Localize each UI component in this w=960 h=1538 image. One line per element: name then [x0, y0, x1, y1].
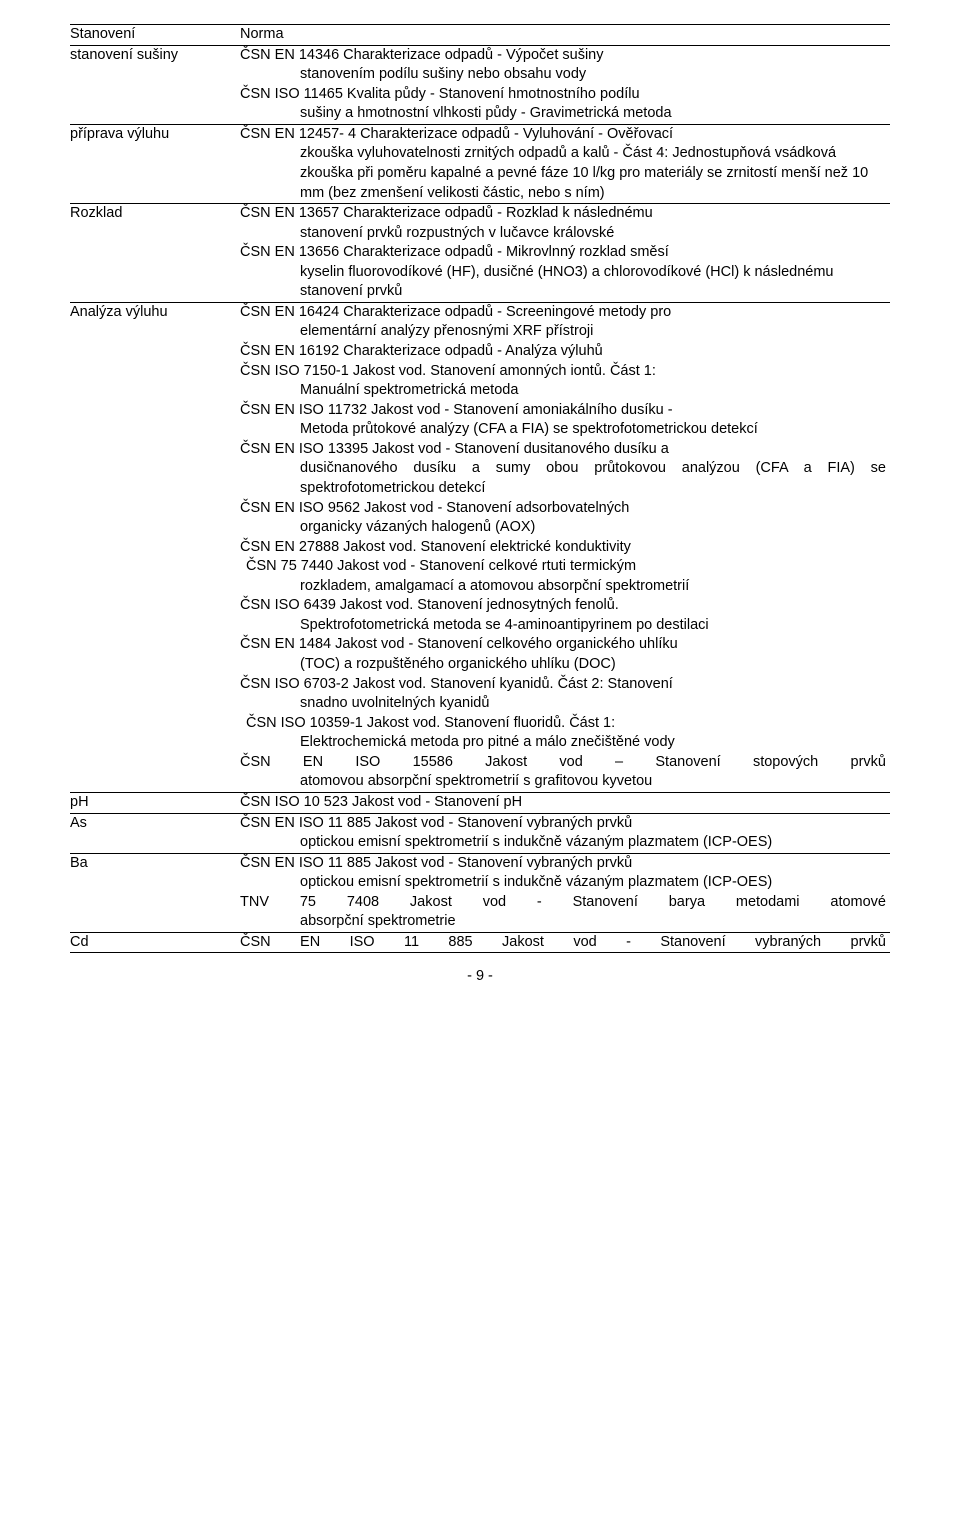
norm-continuation: rozkladem, amalgamací a atomovou absorpč…: [240, 577, 886, 597]
norm-block: ČSN EN 27888 Jakost vod. Stanovení elekt…: [240, 538, 886, 558]
norm-block: ČSN EN ISO 9562 Jakost vod - Stanovení a…: [240, 499, 886, 538]
page-number: - 9 -: [70, 967, 890, 987]
norm-continuation: optickou emisní spektrometrií s indukčně…: [240, 873, 886, 893]
norm-block: ČSN ISO 6703-2 Jakost vod. Stanovení kya…: [240, 675, 886, 714]
row-norms-cell: ČSN EN 13657 Charakterizace odpadů - Roz…: [240, 204, 890, 303]
norm-block: TNV 75 7408 Jakost vod - Stanovení barya…: [240, 893, 886, 932]
norm-continuation: sušiny a hmotnostní vlhkosti půdy - Grav…: [240, 104, 886, 124]
norm-first-line: TNV 75 7408 Jakost vod - Stanovení barya…: [240, 893, 886, 913]
norm-first-line: ČSN EN ISO 11 885 Jakost vod - Stanovení…: [240, 814, 886, 834]
norm-first-line: ČSN ISO 10359-1 Jakost vod. Stanovení fl…: [240, 714, 886, 734]
norm-block: ČSN EN ISO 11732 Jakost vod - Stanovení …: [240, 401, 886, 440]
norm-first-line: ČSN EN ISO 11 885 Jakost vod - Stanovení…: [240, 854, 886, 874]
norm-continuation: Spektrofotometrická metoda se 4-aminoant…: [240, 616, 886, 636]
norm-block: ČSN ISO 10359-1 Jakost vod. Stanovení fl…: [240, 714, 886, 753]
norm-continuation: organicky vázaných halogenů (AOX): [240, 518, 886, 538]
row-norms-cell: ČSN EN ISO 11 885 Jakost vod - Stanovení…: [240, 853, 890, 932]
norm-first-line: ČSN EN ISO 11732 Jakost vod - Stanovení …: [240, 401, 886, 421]
norm-block: ČSN EN ISO 11 885 Jakost vod - Stanovení…: [240, 854, 886, 893]
norm-block: ČSN EN 13656 Charakterizace odpadů - Mik…: [240, 243, 886, 302]
norm-first-line: ČSN EN 12457- 4 Charakterizace odpadů - …: [240, 125, 886, 145]
norm-continuation: kyselin fluorovodíkové (HF), dusičné (HN…: [240, 263, 886, 302]
row-norms-cell: ČSN EN 16424 Charakterizace odpadů - Scr…: [240, 302, 890, 792]
column-header-stanoveni: Stanovení: [70, 25, 240, 46]
norm-continuation: Metoda průtokové analýzy (CFA a FIA) se …: [240, 420, 886, 440]
table-header-row: StanoveníNorma: [70, 25, 890, 46]
norm-continuation: Manuální spektrometrická metoda: [240, 381, 886, 401]
norm-block: ČSN EN 16424 Charakterizace odpadů - Scr…: [240, 303, 886, 342]
norm-first-line: ČSN ISO 11465 Kvalita půdy - Stanovení h…: [240, 85, 886, 105]
document-page: StanoveníNormastanovení sušinyČSN EN 143…: [0, 0, 960, 1538]
norm-first-line: ČSN EN 16192 Charakterizace odpadů - Ana…: [240, 342, 886, 362]
norm-first-line: ČSN EN 1484 Jakost vod - Stanovení celko…: [240, 635, 886, 655]
norm-block: ČSN EN ISO 15586 Jakost vod – Stanovení …: [240, 753, 886, 792]
norm-block: ČSN ISO 6439 Jakost vod. Stanovení jedno…: [240, 596, 886, 635]
norm-first-line: ČSN EN 27888 Jakost vod. Stanovení elekt…: [240, 538, 886, 558]
norm-first-line: ČSN EN 16424 Charakterizace odpadů - Scr…: [240, 303, 886, 323]
norm-first-line: ČSN EN ISO 15586 Jakost vod – Stanovení …: [240, 753, 886, 773]
table-row: BaČSN EN ISO 11 885 Jakost vod - Stanove…: [70, 853, 890, 932]
table-row: stanovení sušinyČSN EN 14346 Charakteriz…: [70, 45, 890, 124]
row-norms-cell: ČSN EN ISO 11 885 Jakost vod - Stanovení…: [240, 932, 890, 953]
norm-continuation: stanovení prvků rozpustných v lučavce kr…: [240, 224, 886, 244]
column-header-norma: Norma: [240, 25, 890, 46]
norm-first-line: ČSN EN 13657 Charakterizace odpadů - Roz…: [240, 204, 886, 224]
norm-first-line: ČSN 75 7440 Jakost vod - Stanovení celko…: [240, 557, 886, 577]
norm-continuation: stanovením podílu sušiny nebo obsahu vod…: [240, 65, 886, 85]
standards-table: StanoveníNormastanovení sušinyČSN EN 143…: [70, 24, 890, 953]
norm-continuation: elementární analýzy přenosnými XRF příst…: [240, 322, 886, 342]
norm-continuation: snadno uvolnitelných kyanidů: [240, 694, 886, 714]
norm-block: ČSN EN 12457- 4 Charakterizace odpadů - …: [240, 125, 886, 203]
norm-continuation: Elektrochemická metoda pro pitné a málo …: [240, 733, 886, 753]
norm-block: ČSN ISO 11465 Kvalita půdy - Stanovení h…: [240, 85, 886, 124]
norm-block: ČSN EN 14346 Charakterizace odpadů - Výp…: [240, 46, 886, 85]
row-label: Cd: [70, 932, 240, 953]
norm-block: ČSN EN ISO 11 885 Jakost vod - Stanovení…: [240, 933, 886, 953]
norm-first-line: ČSN EN ISO 11 885 Jakost vod - Stanovení…: [240, 933, 886, 953]
row-label: pH: [70, 792, 240, 813]
row-norms-cell: ČSN ISO 10 523 Jakost vod - Stanovení pH: [240, 792, 890, 813]
norm-first-line: ČSN EN ISO 9562 Jakost vod - Stanovení a…: [240, 499, 886, 519]
table-row: AsČSN EN ISO 11 885 Jakost vod - Stanove…: [70, 813, 890, 853]
table-row: CdČSN EN ISO 11 885 Jakost vod - Stanove…: [70, 932, 890, 953]
norm-first-line: ČSN ISO 6703-2 Jakost vod. Stanovení kya…: [240, 675, 886, 695]
norm-continuation: zkouška vyluhovatelnosti zrnitých odpadů…: [240, 144, 886, 203]
row-label: Analýza výluhu: [70, 302, 240, 792]
norm-block: ČSN EN ISO 13395 Jakost vod - Stanovení …: [240, 440, 886, 499]
norm-continuation: atomovou absorpční spektrometrií s grafi…: [240, 772, 886, 792]
table-row: RozkladČSN EN 13657 Charakterizace odpad…: [70, 204, 890, 303]
row-norms-cell: ČSN EN 14346 Charakterizace odpadů - Výp…: [240, 45, 890, 124]
norm-block: ČSN EN ISO 11 885 Jakost vod - Stanovení…: [240, 814, 886, 853]
norm-first-line: ČSN ISO 6439 Jakost vod. Stanovení jedno…: [240, 596, 886, 616]
norm-continuation: dusičnanového dusíku a sumy obou průtoko…: [240, 459, 886, 498]
norm-first-line: ČSN EN 13656 Charakterizace odpadů - Mik…: [240, 243, 886, 263]
row-label: Rozklad: [70, 204, 240, 303]
table-row: příprava výluhuČSN EN 12457- 4 Charakter…: [70, 124, 890, 203]
norm-continuation: (TOC) a rozpuštěného organického uhlíku …: [240, 655, 886, 675]
norm-block: ČSN ISO 7150-1 Jakost vod. Stanovení amo…: [240, 362, 886, 401]
norm-block: ČSN EN 16192 Charakterizace odpadů - Ana…: [240, 342, 886, 362]
table-row: Analýza výluhuČSN EN 16424 Charakterizac…: [70, 302, 890, 792]
norm-block: ČSN EN 1484 Jakost vod - Stanovení celko…: [240, 635, 886, 674]
norm-block: ČSN 75 7440 Jakost vod - Stanovení celko…: [240, 557, 886, 596]
norm-continuation: absorpční spektrometrie: [240, 912, 886, 932]
table-row: pHČSN ISO 10 523 Jakost vod - Stanovení …: [70, 792, 890, 813]
norm-first-line: ČSN ISO 7150-1 Jakost vod. Stanovení amo…: [240, 362, 886, 382]
row-norms-cell: ČSN EN 12457- 4 Charakterizace odpadů - …: [240, 124, 890, 203]
norm-first-line: ČSN ISO 10 523 Jakost vod - Stanovení pH: [240, 793, 886, 813]
norm-first-line: ČSN EN ISO 13395 Jakost vod - Stanovení …: [240, 440, 886, 460]
row-norms-cell: ČSN EN ISO 11 885 Jakost vod - Stanovení…: [240, 813, 890, 853]
norm-block: ČSN ISO 10 523 Jakost vod - Stanovení pH: [240, 793, 886, 813]
row-label: stanovení sušiny: [70, 45, 240, 124]
norm-first-line: ČSN EN 14346 Charakterizace odpadů - Výp…: [240, 46, 886, 66]
norm-continuation: optickou emisní spektrometrií s indukčně…: [240, 833, 886, 853]
norm-block: ČSN EN 13657 Charakterizace odpadů - Roz…: [240, 204, 886, 243]
row-label: As: [70, 813, 240, 853]
row-label: příprava výluhu: [70, 124, 240, 203]
row-label: Ba: [70, 853, 240, 932]
